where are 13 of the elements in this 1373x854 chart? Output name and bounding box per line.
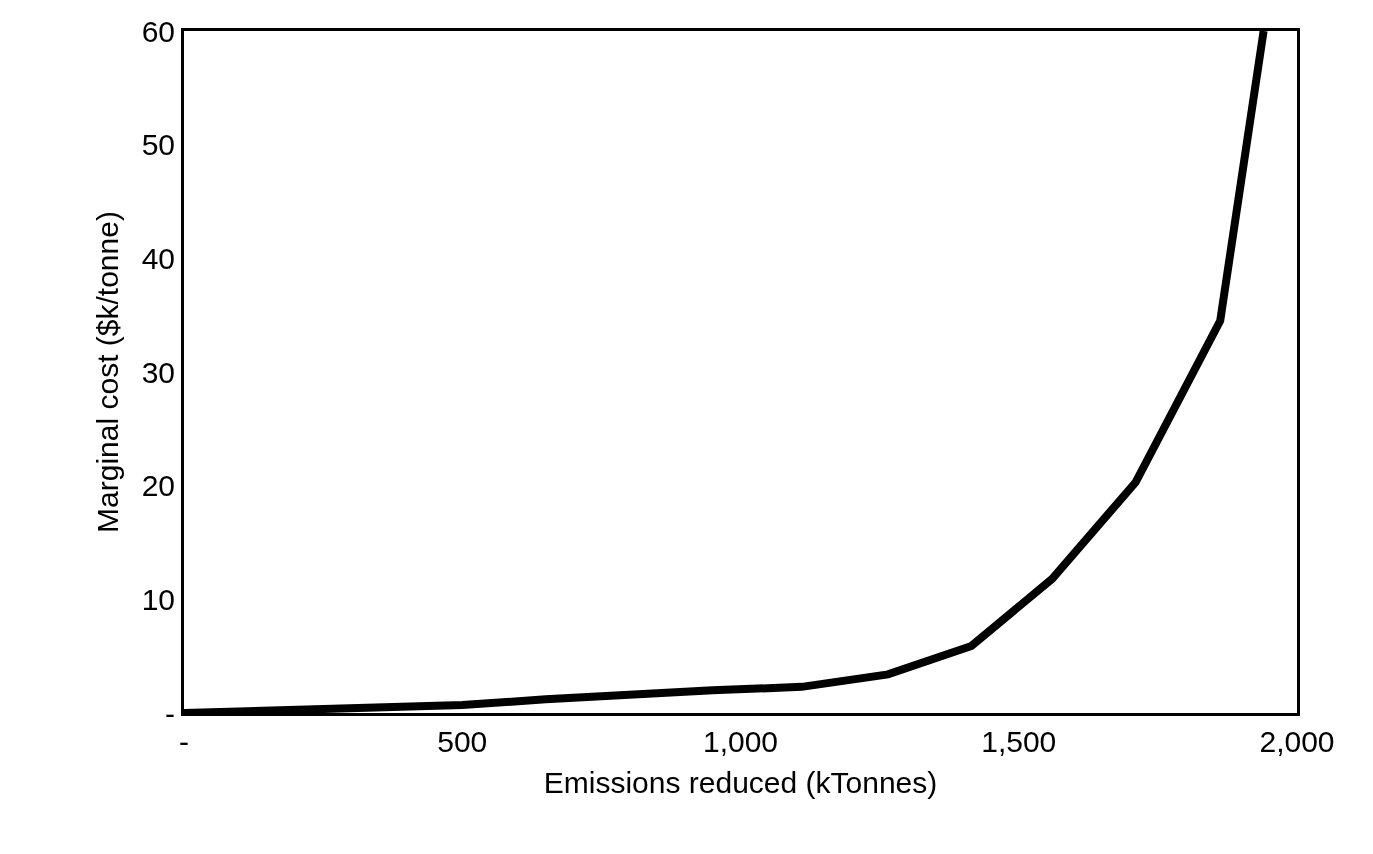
y-axis-title: Marginal cost ($k/tonne) (90, 211, 124, 533)
x-axis-title: Emissions reduced (kTonnes) (543, 765, 938, 799)
x-tick-label: 1,000 (702, 725, 779, 758)
y-tick-label: 20 (141, 469, 175, 503)
y-tick-label: 60 (141, 14, 175, 48)
y-tick-label: - (165, 696, 175, 730)
x-tick-label: 1,500 (981, 725, 1057, 758)
y-tick-label: 50 (141, 128, 175, 162)
y-tick-label: 40 (141, 241, 175, 275)
x-tick-label: 2,000 (1259, 725, 1335, 758)
y-tick-label: 10 (141, 582, 175, 616)
y-tick-label: 30 (141, 355, 175, 389)
x-tick-label: 500 (437, 725, 488, 758)
